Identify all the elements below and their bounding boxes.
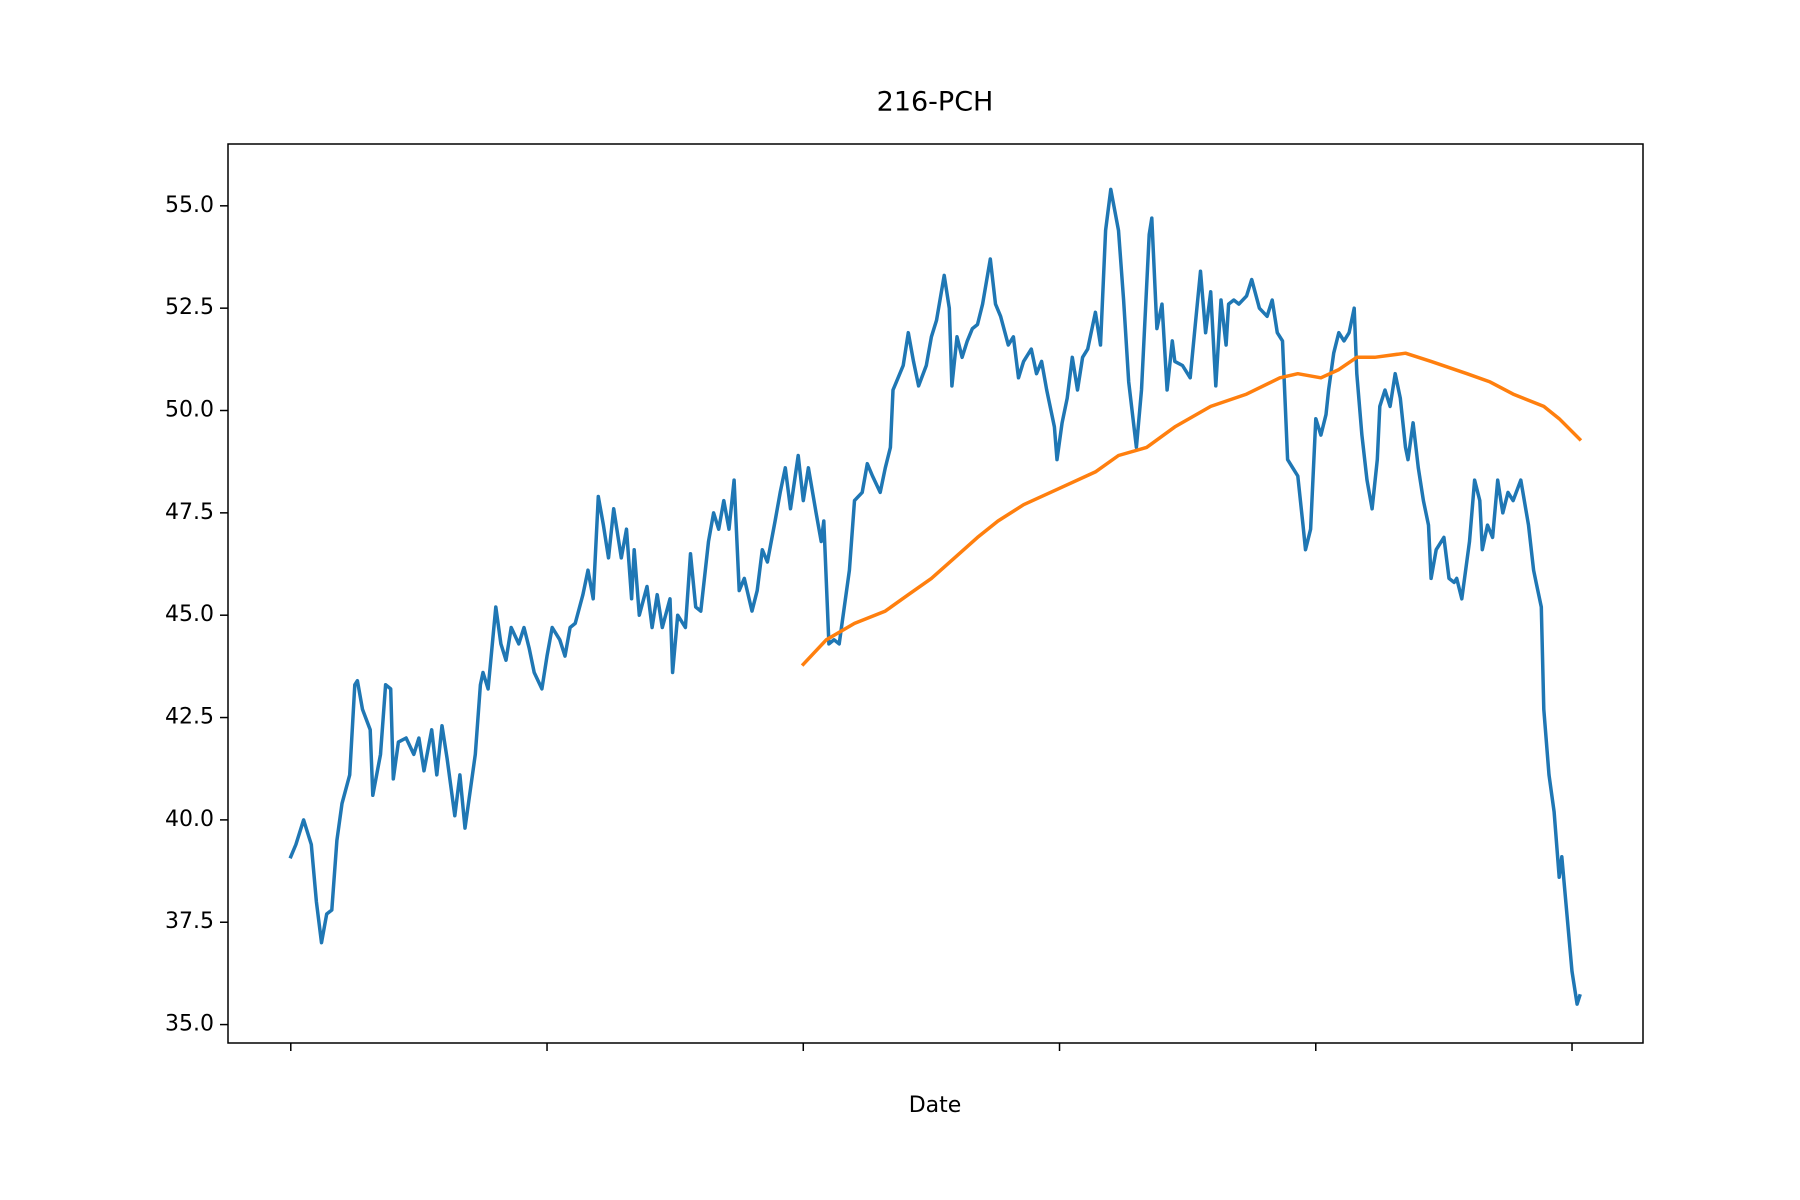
y-tick-label: 47.5	[165, 500, 214, 525]
y-tick-label: 45.0	[165, 602, 214, 627]
y-tick-label: 50.0	[165, 398, 214, 423]
chart-title: 216-PCH	[877, 87, 994, 118]
y-tick-label: 40.0	[165, 807, 214, 832]
line-series	[288, 187, 1582, 1006]
y-tick-label: 35.0	[165, 1012, 214, 1037]
y-tick-label: 37.5	[165, 909, 214, 934]
x-axis-label: Date	[909, 1093, 962, 1118]
plot-frame	[227, 143, 1644, 1044]
y-tick-label: 42.5	[165, 705, 214, 730]
y-tick-label: 52.5	[165, 295, 214, 320]
y-tick-label: 55.0	[165, 193, 214, 218]
line-series	[800, 351, 1583, 667]
